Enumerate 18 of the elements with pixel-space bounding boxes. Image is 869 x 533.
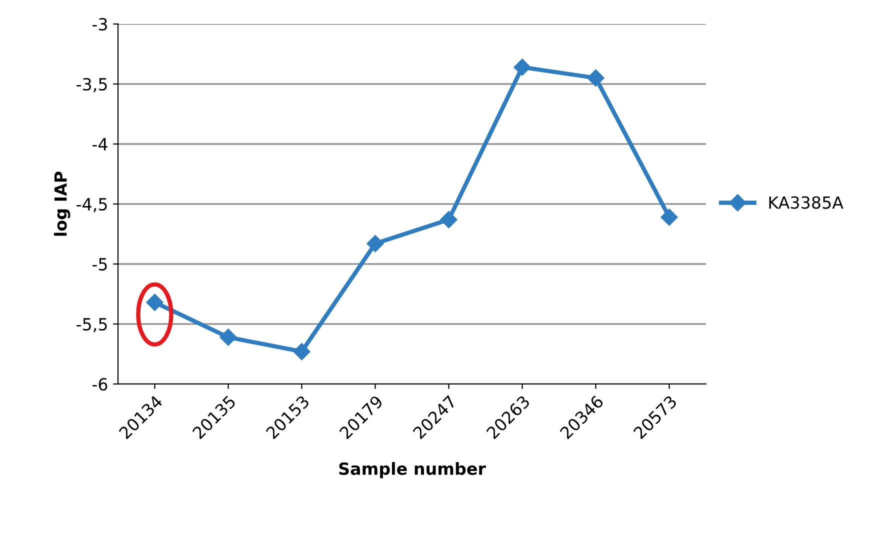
y-tick-label: -4 [92,138,108,150]
y-tick-label: -3 [92,18,107,31]
point [440,211,458,228]
y-tick-label: -5 [92,258,107,271]
y-tick-label: -3,5 [76,78,107,92]
point [587,69,604,87]
x-axis-title: Sample number [339,462,486,478]
y-axis-title: log IAP [54,172,70,236]
point [146,294,164,311]
point [366,235,384,252]
y-tick-label: -6 [92,378,108,391]
legend-label: KA3385A [769,196,844,209]
point [660,208,678,226]
y-tick-label: -5,5 [76,318,107,332]
point [220,328,237,346]
point [293,343,310,360]
y-tick-label: -4,5 [76,198,107,212]
point [514,58,531,76]
